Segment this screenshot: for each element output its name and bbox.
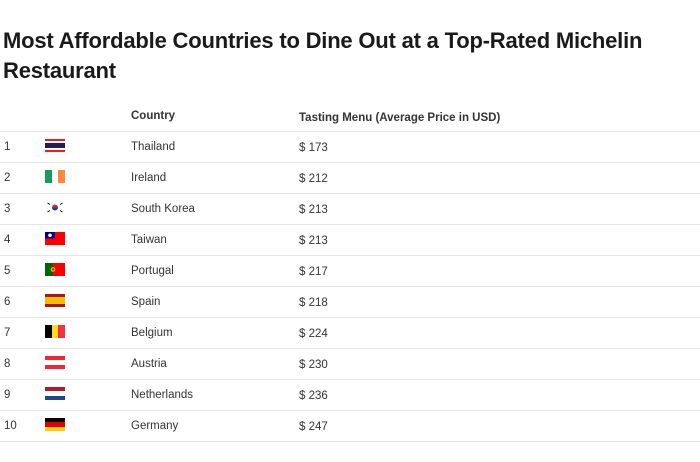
price-cell: $ 173 [299, 142, 328, 154]
country-cell: Portugal [131, 265, 174, 277]
table-row: 7 Belgium $ 224 [0, 318, 700, 349]
countries-table: Country Tasting Menu (Average Price in U… [0, 104, 700, 442]
rank-cell: 4 [4, 234, 11, 246]
rank-cell: 5 [4, 265, 11, 277]
table-row: 6 Spain $ 218 [0, 287, 700, 318]
belgium-flag-icon [45, 325, 65, 338]
rank-cell: 1 [4, 141, 11, 153]
south-korea-flag-icon [45, 201, 65, 214]
country-cell: South Korea [131, 203, 195, 215]
price-cell: $ 218 [299, 297, 328, 309]
country-cell: Spain [131, 296, 161, 308]
table-row: 4 Taiwan $ 213 [0, 225, 700, 256]
table-row: 10 Germany $ 247 [0, 411, 700, 442]
portugal-flag-icon [45, 263, 65, 276]
rank-cell: 7 [4, 327, 11, 339]
rank-cell: 6 [4, 296, 11, 308]
rank-cell: 9 [4, 389, 11, 401]
taiwan-flag-icon [45, 232, 65, 245]
germany-flag-icon [45, 418, 65, 431]
price-cell: $ 247 [299, 421, 328, 433]
rank-cell: 10 [4, 420, 17, 432]
price-cell: $ 236 [299, 390, 328, 402]
page-title: Most Affordable Countries to Dine Out at… [3, 28, 643, 83]
table-row: 5 Portugal $ 217 [0, 256, 700, 287]
price-cell: $ 230 [299, 359, 328, 371]
country-cell: Ireland [131, 172, 167, 184]
table-row: 9 Netherlands $ 236 [0, 380, 700, 411]
austria-flag-icon [45, 356, 65, 369]
country-cell: Thailand [131, 141, 176, 153]
column-header-country: Country [131, 110, 176, 122]
rank-cell: 8 [4, 358, 11, 370]
price-cell: $ 217 [299, 266, 328, 278]
country-cell: Taiwan [131, 234, 167, 246]
table-row: 2 Ireland $ 212 [0, 163, 700, 194]
country-cell: Netherlands [131, 389, 194, 401]
rank-cell: 2 [4, 172, 11, 184]
rank-cell: 3 [4, 203, 11, 215]
table-row: 1 Thailand $ 173 [0, 132, 700, 163]
country-cell: Belgium [131, 327, 173, 339]
price-cell: $ 224 [299, 328, 328, 340]
table-row: 3 South Korea $ 213 [0, 194, 700, 225]
netherlands-flag-icon [45, 387, 65, 400]
price-cell: $ 213 [299, 235, 328, 247]
thailand-flag-icon [45, 139, 65, 152]
ireland-flag-icon [45, 170, 65, 183]
country-cell: Germany [131, 420, 179, 432]
price-cell: $ 212 [299, 173, 328, 185]
column-header-price: Tasting Menu (Average Price in USD) [299, 112, 501, 124]
price-cell: $ 213 [299, 204, 328, 216]
country-cell: Austria [131, 358, 167, 370]
table-row: 8 Austria $ 230 [0, 349, 700, 380]
table-header: Country Tasting Menu (Average Price in U… [0, 104, 700, 132]
spain-flag-icon [45, 294, 65, 307]
